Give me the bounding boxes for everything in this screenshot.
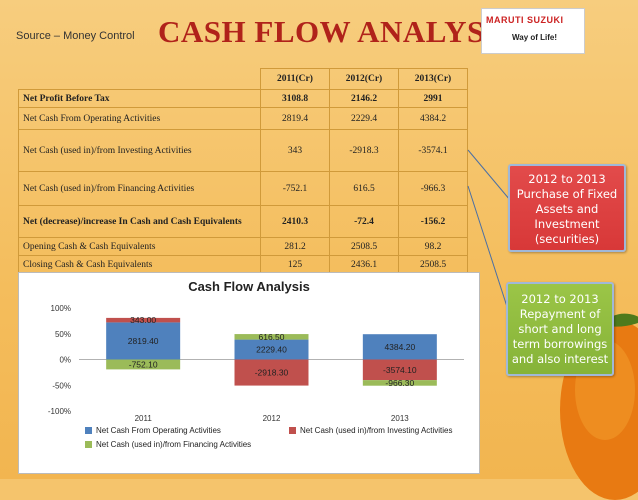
table-row: Net Cash (used in)/from Investing Activi… xyxy=(18,129,468,172)
data-label: 343.00 xyxy=(130,315,156,325)
cell-value: 2508.5 xyxy=(398,255,468,274)
x-tick-label: 2012 xyxy=(263,414,281,423)
cell-value: 2146.2 xyxy=(329,89,399,108)
row-label: Opening Cash & Cash Equivalents xyxy=(18,237,261,256)
row-label: Net Cash From Operating Activities xyxy=(18,107,261,130)
header-blank-cell xyxy=(19,69,261,90)
cell-value: 2508.5 xyxy=(329,237,399,256)
chart-bar-segment xyxy=(362,380,437,386)
data-label: -2918.30 xyxy=(255,368,289,378)
legend-swatch xyxy=(85,427,92,434)
table-row: Closing Cash & Cash Equivalents 125 2436… xyxy=(18,255,468,274)
chart-title: Cash Flow Analysis xyxy=(188,279,310,294)
cell-value: 616.5 xyxy=(329,171,399,206)
cell-value: 281.2 xyxy=(260,237,330,256)
cell-value: -966.3 xyxy=(398,171,468,206)
cell-value: -156.2 xyxy=(398,205,468,238)
cell-value: -72.4 xyxy=(329,205,399,238)
y-tick-label: -50% xyxy=(52,381,71,390)
cell-value: 98.2 xyxy=(398,237,468,256)
row-label: Net Profit Before Tax xyxy=(18,89,261,108)
legend-swatch xyxy=(289,427,296,434)
legend-label: Net Cash (used in)/from Financing Activi… xyxy=(96,440,251,449)
legend-label: Net Cash From Operating Activities xyxy=(96,426,221,435)
page-title: CASH FLOW ANALYSIS xyxy=(158,14,516,49)
row-label: Net Cash (used in)/from Financing Activi… xyxy=(18,171,261,206)
investing-callout: 2012 to 2013 Purchase of Fixed Assets an… xyxy=(508,164,626,252)
chart-bar-segment xyxy=(234,334,309,340)
chart-bar-segment xyxy=(106,359,181,370)
logo-tagline: Way of Life! xyxy=(512,33,558,42)
column-header: 2013(Cr) xyxy=(398,68,468,90)
chart-bar-segment xyxy=(362,359,437,381)
y-tick-label: 0% xyxy=(59,356,71,365)
data-label: 616.50 xyxy=(259,332,285,342)
data-label: -752.10 xyxy=(129,359,158,369)
financing-callout: 2012 to 2013 Repayment of short and long… xyxy=(506,282,614,376)
table-row: Net (decrease)/increase In Cash and Cash… xyxy=(18,205,468,238)
data-label: 4384.20 xyxy=(384,342,415,352)
data-label: 2819.40 xyxy=(128,336,159,346)
table-row: Net Profit Before Tax 3108.8 2146.2 2991 xyxy=(18,89,468,108)
legend-label: Net Cash (used in)/from Investing Activi… xyxy=(300,426,453,435)
cell-value: -2918.3 xyxy=(329,129,399,172)
cell-value: -3574.1 xyxy=(398,129,468,172)
y-tick-label: 100% xyxy=(51,304,71,313)
table-row: Net Cash From Operating Activities 2819.… xyxy=(18,107,468,130)
cell-value: 2410.3 xyxy=(260,205,330,238)
column-header: 2012(Cr) xyxy=(329,68,399,90)
chart-bar-segment xyxy=(362,334,437,360)
cell-value: 125 xyxy=(260,255,330,274)
chart-bar-segment xyxy=(106,322,181,360)
cell-value: 2436.1 xyxy=(329,255,399,274)
table-row: Net Cash (used in)/from Financing Activi… xyxy=(18,171,468,206)
x-tick-label: 2013 xyxy=(391,414,409,423)
maruti-suzuki-logo: MARUTI SUZUKI Way of Life! xyxy=(481,8,585,54)
data-label: -966.30 xyxy=(385,378,414,388)
cell-value: 4384.2 xyxy=(398,107,468,130)
cash-flow-table: 2011(Cr) 2012(Cr) 2013(Cr) Net Profit Be… xyxy=(18,68,468,274)
row-label: Net Cash (used in)/from Investing Activi… xyxy=(18,129,261,172)
cell-value: 343 xyxy=(260,129,330,172)
cell-value: -752.1 xyxy=(260,171,330,206)
cell-value: 2991 xyxy=(398,89,468,108)
cell-value: 3108.8 xyxy=(260,89,330,108)
table-header-row: 2011(Cr) 2012(Cr) 2013(Cr) xyxy=(19,68,468,90)
legend-swatch xyxy=(85,441,92,448)
cell-value: 2819.4 xyxy=(260,107,330,130)
cell-value: 2229.4 xyxy=(329,107,399,130)
y-tick-label: 50% xyxy=(55,330,71,339)
y-tick-label: -100% xyxy=(48,407,71,416)
row-label: Closing Cash & Cash Equivalents xyxy=(18,255,261,274)
table-row: Opening Cash & Cash Equivalents 281.2 25… xyxy=(18,237,468,256)
source-caption: Source – Money Control xyxy=(16,30,135,42)
column-header: 2011(Cr) xyxy=(260,68,330,90)
chart-bar-segment xyxy=(234,359,309,386)
logo-brand: MARUTI SUZUKI xyxy=(486,15,564,25)
row-label: Net (decrease)/increase In Cash and Cash… xyxy=(18,205,261,238)
chart-bar-segment xyxy=(106,317,181,323)
x-tick-label: 2011 xyxy=(135,414,153,423)
data-label: 2229.40 xyxy=(256,345,287,355)
data-label: -3574.10 xyxy=(383,365,417,375)
cash-flow-chart: Cash Flow Analysis 100% 50% 0% -50% -100% 2819… xyxy=(18,272,480,474)
chart-bar-segment xyxy=(234,339,309,360)
